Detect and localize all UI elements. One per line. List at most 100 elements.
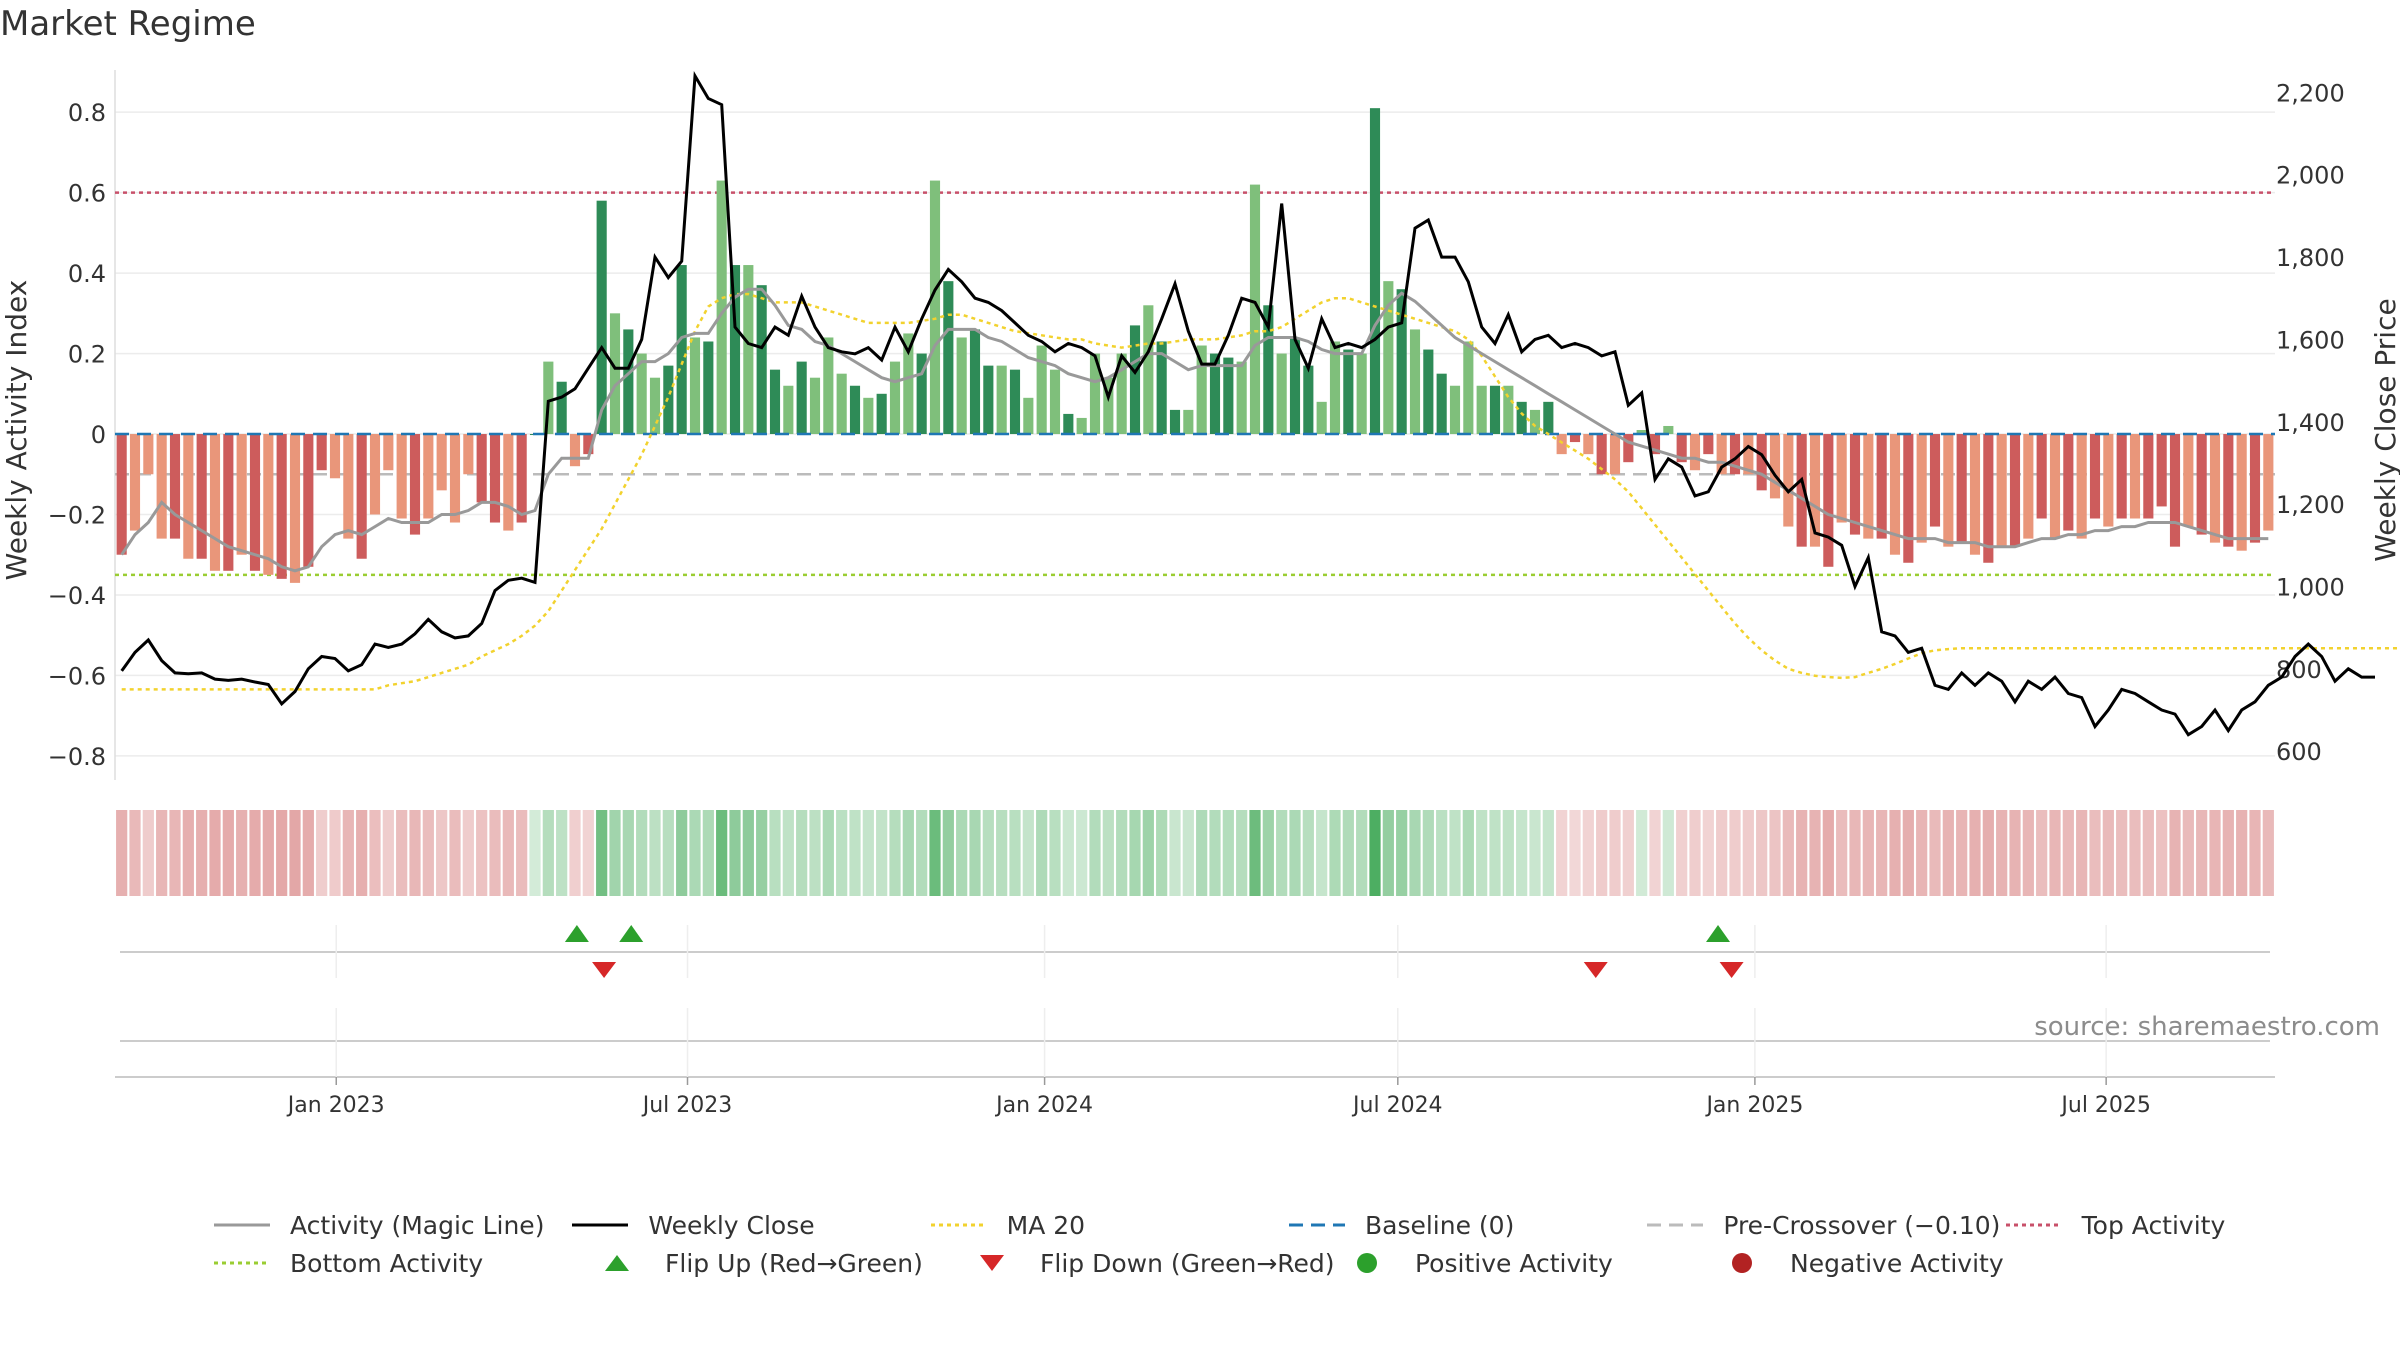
activity-bar	[129, 434, 141, 531]
activity-bar	[1769, 434, 1781, 499]
activity-bar	[1249, 184, 1261, 435]
heat-strip-cell	[996, 810, 1008, 896]
activity-bar	[729, 265, 741, 435]
activity-bar	[1169, 409, 1181, 435]
heat-strip-cell	[916, 810, 928, 896]
heat-strip-cell	[1142, 810, 1154, 896]
legend-swatch-tri-up-icon	[605, 1255, 629, 1271]
heat-strip-cell	[769, 810, 781, 896]
activity-bar	[1676, 434, 1687, 463]
y2-tick-label: 1,000	[2276, 573, 2345, 601]
heat-strip-cell	[1969, 810, 1981, 896]
activity-bar	[223, 434, 234, 571]
activity-bar	[2009, 434, 2021, 547]
y2-tick-label: 2,000	[2276, 162, 2345, 190]
x-tick-label: Jan 2025	[1704, 1093, 1803, 1118]
heat-strip-cell	[262, 810, 274, 896]
activity-bar	[809, 377, 821, 435]
activity-bar	[769, 369, 781, 435]
heat-strip-cell	[1262, 810, 1274, 896]
heat-strip-cell	[1716, 810, 1728, 896]
activity-bar	[1436, 373, 1447, 435]
legend-label: Negative Activity	[1790, 1248, 2004, 1278]
heat-strip-cell	[1542, 810, 1554, 896]
activity-bar	[1489, 385, 1501, 435]
y2-tick-label: 800	[2276, 656, 2322, 684]
legend-row: Activity (Magic Line) Weekly Close MA 20 Ba…	[210, 1206, 2360, 1244]
activity-bar	[2223, 434, 2234, 547]
heat-strip-cell	[1436, 810, 1448, 896]
activity-bar	[2036, 434, 2047, 519]
heat-strip-cell	[609, 810, 621, 896]
legend-label: Baseline (0)	[1364, 1210, 1515, 1240]
activity-bar	[329, 434, 341, 479]
activity-bar	[1583, 434, 1594, 455]
heat-strip-cell	[756, 810, 768, 896]
heat-strip-cell	[849, 810, 861, 896]
heat-strip-cell	[1489, 810, 1501, 896]
activity-bar	[1649, 434, 1661, 455]
activity-bar	[849, 385, 861, 435]
heat-strip-cell	[1569, 810, 1581, 896]
activity-bar	[1449, 385, 1461, 435]
activity-bar	[1369, 108, 1381, 435]
activity-bar	[1036, 345, 1047, 435]
heat-strip-cell	[382, 810, 394, 896]
heat-strip-cell	[129, 810, 141, 896]
heat-strip-cell	[1289, 810, 1301, 896]
heat-strip-cell	[1849, 810, 1861, 896]
heat-strip-cell	[2102, 810, 2114, 896]
heat-strip-cell	[529, 810, 541, 896]
activity-bar	[1116, 353, 1127, 435]
heat-strip-cell	[1702, 810, 1714, 896]
source-note: source: sharemaestro.com	[2034, 1012, 2380, 1042]
heat-strip-cell	[2049, 810, 2061, 896]
activity-bar	[503, 434, 514, 531]
heat-strip-cell	[2249, 810, 2261, 896]
heat-strip-cell	[1182, 810, 1194, 896]
activity-bar	[916, 353, 927, 435]
activity-bar	[2236, 434, 2247, 551]
heat-strip-cell	[1222, 810, 1234, 896]
heat-strip-cell	[2236, 810, 2248, 896]
activity-bar	[423, 434, 434, 519]
heat-strip-cell	[1342, 810, 1354, 896]
activity-bar	[1516, 401, 1527, 435]
activity-bar	[1983, 434, 1994, 563]
activity-bar	[1823, 434, 1834, 567]
heat-strip-cell	[542, 810, 554, 896]
activity-bar	[1809, 434, 1821, 547]
activity-bar	[516, 434, 527, 523]
heat-strip-cell	[1582, 810, 1594, 896]
activity-bar	[1903, 434, 1914, 563]
activity-bar	[583, 434, 594, 455]
activity-bar	[983, 365, 994, 435]
heat-strip-cell	[1276, 810, 1288, 896]
heat-strip-cell	[1756, 810, 1768, 896]
y-tick-label: −0.6	[48, 662, 106, 690]
heat-strip-cell	[1889, 810, 1901, 896]
activity-bar	[1463, 341, 1474, 435]
y2-tick-label: 600	[2276, 738, 2322, 766]
heat-strip-cell	[1049, 810, 1061, 896]
heat-strip-cell	[1329, 810, 1341, 896]
legend-item: Positive Activity	[1335, 1249, 1710, 1278]
activity-bar	[716, 180, 727, 435]
y-axis-label: Weekly Activity Index	[0, 280, 33, 581]
activity-bar	[1969, 434, 1981, 555]
heat-strip-cell	[342, 810, 354, 896]
activity-bar	[383, 434, 394, 471]
activity-bar	[2129, 434, 2141, 519]
activity-bar	[1663, 425, 1674, 435]
activity-bar	[689, 337, 701, 435]
heat-strip-cell	[289, 810, 301, 896]
heat-strip-cell	[1796, 810, 1808, 896]
heat-strip-cell	[1942, 810, 1954, 896]
legend-row: Bottom Activity Flip Up (Red→Green) Flip D…	[210, 1244, 2360, 1282]
activity-bar	[1049, 369, 1061, 435]
activity-bar	[929, 180, 941, 435]
heat-strip-cell	[1822, 810, 1834, 896]
heat-strip-cell	[2182, 810, 2194, 896]
y2-axis-label: Weekly Close Price	[2369, 298, 2400, 561]
